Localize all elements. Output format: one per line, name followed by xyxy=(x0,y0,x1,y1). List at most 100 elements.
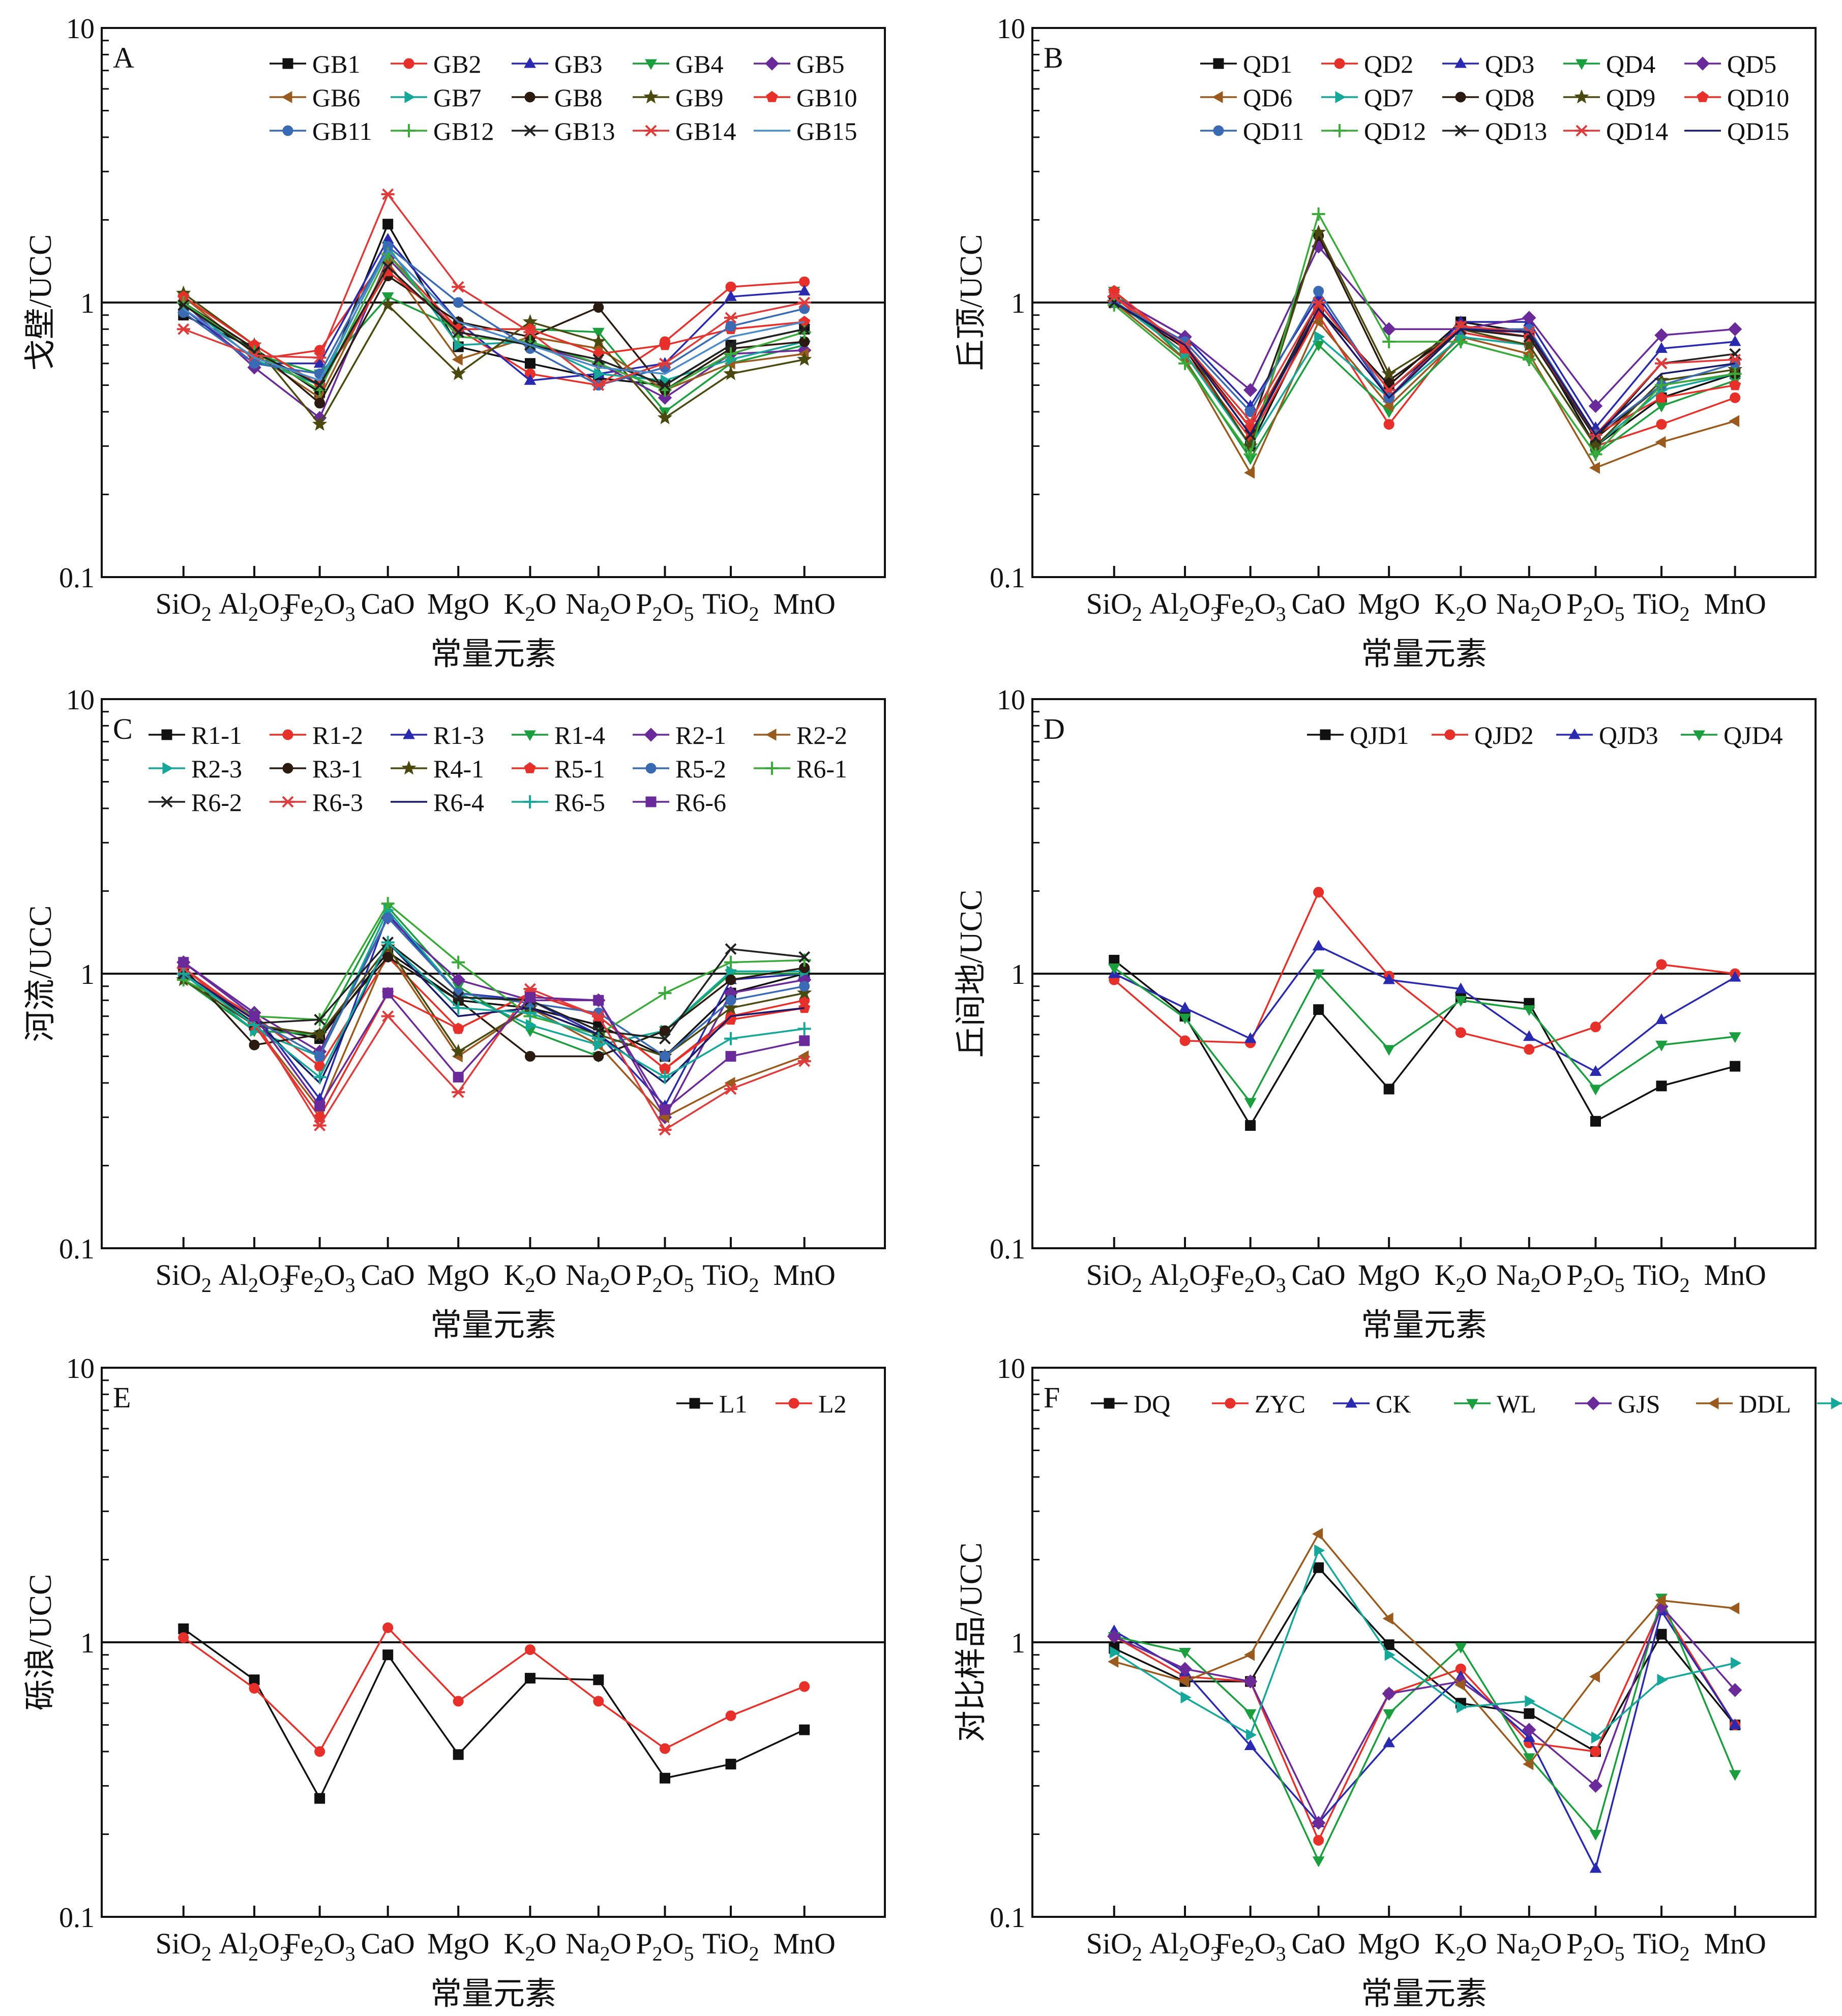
legend-item: QD8 xyxy=(1442,83,1534,112)
x-tick-label: MnO xyxy=(773,1258,835,1291)
x-tick-label: CaO xyxy=(1292,587,1346,620)
legend-item: GB15 xyxy=(754,117,857,145)
legend-swatch-marker xyxy=(404,91,415,103)
data-point xyxy=(1312,316,1323,328)
legend-item: GB2 xyxy=(391,50,481,78)
legend-item: R5-1 xyxy=(512,755,605,783)
legend-label: R5-1 xyxy=(554,755,605,783)
data-point xyxy=(1455,1027,1466,1038)
data-point xyxy=(659,1743,670,1754)
data-point xyxy=(1655,436,1666,448)
series-line xyxy=(1113,959,1736,1127)
data-point xyxy=(1655,392,1668,403)
data-point xyxy=(1729,1719,1741,1730)
data-point xyxy=(1384,1648,1395,1661)
x-tick-label: Al2O3 xyxy=(1149,1258,1221,1297)
data-point xyxy=(1590,1746,1601,1757)
series-line xyxy=(1113,302,1736,475)
legend-swatch-marker xyxy=(1345,1397,1357,1408)
data-point xyxy=(1589,1670,1600,1683)
legend-label: GB11 xyxy=(312,117,372,145)
legend-label: QJD3 xyxy=(1599,721,1658,749)
data-point xyxy=(381,897,395,911)
data-point xyxy=(1454,996,1467,1007)
legend-item: GB6 xyxy=(270,83,360,112)
legend-swatch-marker xyxy=(161,796,173,808)
series-r1-1 xyxy=(178,946,810,1062)
data-point xyxy=(452,326,464,338)
series-dq xyxy=(1109,1562,1741,1757)
data-point xyxy=(592,327,605,339)
legend-item: GB10 xyxy=(754,83,857,112)
legend-swatch-marker xyxy=(523,795,537,808)
legend-item: QD12 xyxy=(1321,117,1426,145)
legend-label: QD5 xyxy=(1727,50,1776,78)
series-line xyxy=(1113,890,1735,1050)
data-point xyxy=(724,955,737,969)
data-point xyxy=(1312,207,1325,221)
legend-swatch-marker xyxy=(645,763,657,774)
data-point xyxy=(1731,1657,1742,1669)
x-tick-label: CaO xyxy=(361,1258,415,1291)
data-point xyxy=(593,302,604,313)
legend-swatch-marker xyxy=(282,58,293,69)
legend-label: GB2 xyxy=(433,50,481,78)
series-line xyxy=(183,192,805,386)
legend-item: GB3 xyxy=(512,50,602,78)
legend-item: GJS xyxy=(1575,1390,1660,1418)
data-point xyxy=(1313,1004,1324,1015)
panel-label: B xyxy=(1044,41,1063,74)
x-tick-label: Al2O3 xyxy=(219,1258,290,1297)
data-point xyxy=(1589,447,1602,461)
legend-swatch-marker xyxy=(1466,1399,1478,1410)
data-point xyxy=(1728,1683,1742,1697)
data-point xyxy=(1178,1675,1190,1688)
series-line xyxy=(183,941,805,1079)
data-point xyxy=(312,1027,328,1041)
legend-label: QD4 xyxy=(1606,50,1655,78)
legend-label: QD12 xyxy=(1364,117,1426,145)
data-point xyxy=(1108,964,1120,975)
x-axis-title: 常量元素 xyxy=(430,1308,556,1343)
data-point xyxy=(1456,1701,1467,1713)
data-point xyxy=(1655,1040,1668,1051)
data-point xyxy=(1314,330,1325,343)
legend-item: QD9 xyxy=(1563,83,1655,112)
legend-swatch-marker xyxy=(1334,58,1345,69)
legend-label: R1-2 xyxy=(312,721,363,749)
data-point xyxy=(1245,1120,1256,1131)
legend: GB1 GB2 GB3 GB4 GB5 GB6 GB7 GB8 GB9 GB10 GB11 GB12 G… xyxy=(270,50,857,145)
data-point xyxy=(1590,1021,1601,1033)
legend-label: QD2 xyxy=(1364,50,1413,78)
x-tick-label: P2O5 xyxy=(1566,587,1624,625)
x-tick-label: CaO xyxy=(361,1927,415,1960)
data-point xyxy=(1179,1035,1191,1046)
data-point xyxy=(658,986,672,1000)
data-point xyxy=(725,1759,736,1770)
y-tick-label: 1 xyxy=(1011,288,1025,319)
legend-label: QJD2 xyxy=(1474,721,1534,749)
series-qd15 xyxy=(1113,302,1735,437)
x-tick-label: P2O5 xyxy=(1566,1258,1624,1297)
data-point xyxy=(452,353,463,366)
data-point xyxy=(178,957,189,968)
series-line xyxy=(183,955,805,1058)
legend-swatch-marker xyxy=(161,729,172,740)
series-line xyxy=(1114,945,1736,1073)
data-point xyxy=(1655,342,1668,353)
data-point xyxy=(382,261,394,273)
data-point xyxy=(724,1083,737,1095)
data-point xyxy=(1383,1736,1395,1748)
data-point xyxy=(1312,341,1325,352)
data-point xyxy=(593,1051,604,1062)
legend-swatch-marker xyxy=(1333,124,1346,137)
x-tick-label: TiO2 xyxy=(1633,1258,1689,1297)
x-tick-label: K2O xyxy=(1435,1258,1488,1297)
legend-item: CK xyxy=(1333,1390,1411,1418)
data-point xyxy=(725,943,737,955)
legend-item: QD4 xyxy=(1563,50,1655,78)
data-point xyxy=(725,321,736,332)
x-tick-label: SiO2 xyxy=(156,1258,212,1297)
